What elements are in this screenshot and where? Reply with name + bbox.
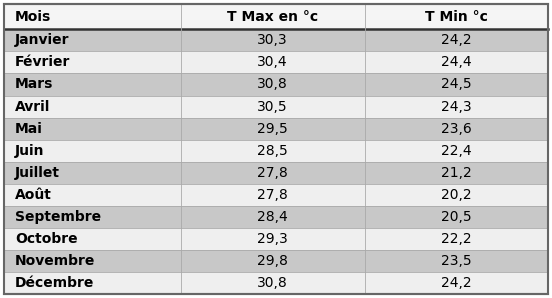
Text: Juillet: Juillet [15, 166, 60, 180]
Bar [4, 52, 548, 74]
Text: 30,4: 30,4 [257, 55, 288, 69]
Bar [4, 4, 548, 30]
Bar [4, 162, 548, 184]
Bar [4, 250, 548, 272]
Text: Décembre: Décembre [15, 276, 94, 290]
Text: T Max en °c: T Max en °c [227, 10, 319, 24]
Text: 28,4: 28,4 [257, 210, 288, 224]
Bar [4, 140, 548, 162]
Text: 30,3: 30,3 [257, 33, 288, 47]
Text: Septembre: Septembre [15, 210, 101, 224]
Bar [4, 118, 548, 140]
Text: 20,2: 20,2 [441, 188, 471, 202]
Text: Octobre: Octobre [15, 232, 78, 246]
Text: 30,8: 30,8 [257, 77, 288, 91]
Text: 24,2: 24,2 [441, 33, 471, 47]
Text: 27,8: 27,8 [257, 166, 288, 180]
Text: T Min °c: T Min °c [425, 10, 488, 24]
Text: Janvier: Janvier [15, 33, 70, 47]
Text: 23,5: 23,5 [441, 254, 471, 268]
Bar [4, 228, 548, 250]
Text: 30,8: 30,8 [257, 276, 288, 290]
Bar [4, 206, 548, 228]
Text: 24,4: 24,4 [441, 55, 471, 69]
Text: 20,5: 20,5 [441, 210, 471, 224]
Bar [4, 96, 548, 118]
Text: Avril: Avril [15, 100, 50, 114]
Bar [4, 272, 548, 294]
Bar [4, 30, 548, 52]
Bar [4, 74, 548, 96]
Text: 21,2: 21,2 [441, 166, 472, 180]
Text: 22,4: 22,4 [441, 144, 471, 158]
Text: 29,5: 29,5 [257, 122, 288, 136]
Text: Mars: Mars [15, 77, 54, 91]
Text: 24,2: 24,2 [441, 276, 471, 290]
Text: Juin: Juin [15, 144, 45, 158]
Text: Mai: Mai [15, 122, 43, 136]
Bar [4, 184, 548, 206]
Text: 30,5: 30,5 [257, 100, 288, 114]
Text: 23,6: 23,6 [441, 122, 472, 136]
Text: 24,5: 24,5 [441, 77, 471, 91]
Text: Mois: Mois [15, 10, 51, 24]
Text: Novembre: Novembre [15, 254, 95, 268]
Text: 29,8: 29,8 [257, 254, 288, 268]
Text: 24,3: 24,3 [441, 100, 471, 114]
Text: 29,3: 29,3 [257, 232, 288, 246]
Text: 27,8: 27,8 [257, 188, 288, 202]
Text: 22,2: 22,2 [441, 232, 471, 246]
Text: Février: Février [15, 55, 71, 69]
Text: Août: Août [15, 188, 52, 202]
Text: 28,5: 28,5 [257, 144, 288, 158]
